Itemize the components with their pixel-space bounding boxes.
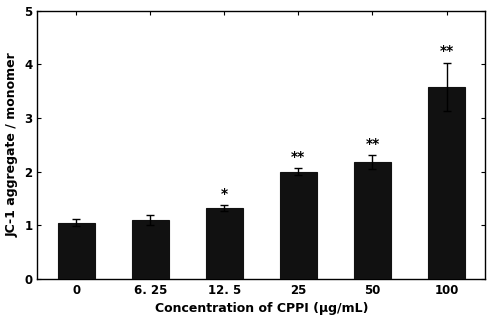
Text: **: ** <box>365 137 380 151</box>
Text: **: ** <box>291 150 305 164</box>
Bar <box>428 87 465 279</box>
Bar <box>206 208 243 279</box>
Bar <box>354 162 391 279</box>
Bar <box>132 220 169 279</box>
X-axis label: Concentration of CPPI (μg/mL): Concentration of CPPI (μg/mL) <box>155 302 368 316</box>
Bar <box>280 172 317 279</box>
Y-axis label: JC-1 aggregate / monomer: JC-1 aggregate / monomer <box>5 52 19 237</box>
Text: *: * <box>221 187 228 201</box>
Text: **: ** <box>439 44 454 58</box>
Bar <box>57 223 95 279</box>
